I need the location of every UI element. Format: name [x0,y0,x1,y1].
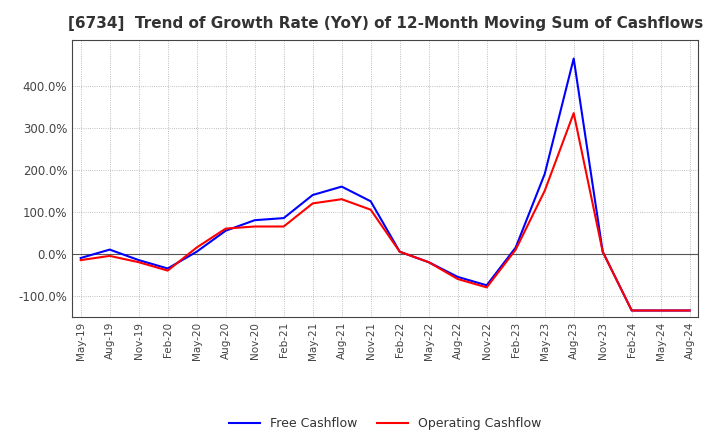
Free Cashflow [192,249,201,254]
Operating Cashflow [279,224,288,229]
Free Cashflow [338,184,346,189]
Free Cashflow [598,249,607,254]
Operating Cashflow [598,249,607,254]
Free Cashflow [657,308,665,313]
Operating Cashflow [163,268,172,273]
Free Cashflow [570,56,578,61]
Operating Cashflow [338,197,346,202]
Operating Cashflow [511,247,520,252]
Free Cashflow [105,247,114,252]
Free Cashflow [685,308,694,313]
Operating Cashflow [76,257,85,263]
Line: Operating Cashflow: Operating Cashflow [81,113,690,311]
Operating Cashflow [482,285,491,290]
Operating Cashflow [105,253,114,259]
Legend: Free Cashflow, Operating Cashflow: Free Cashflow, Operating Cashflow [224,412,546,435]
Operating Cashflow [192,245,201,250]
Free Cashflow [395,249,404,254]
Free Cashflow [308,192,317,198]
Free Cashflow [511,245,520,250]
Free Cashflow [135,257,143,263]
Operating Cashflow [685,308,694,313]
Operating Cashflow [366,207,375,213]
Title: [6734]  Trend of Growth Rate (YoY) of 12-Month Moving Sum of Cashflows: [6734] Trend of Growth Rate (YoY) of 12-… [68,16,703,32]
Free Cashflow [482,282,491,288]
Free Cashflow [76,255,85,260]
Free Cashflow [424,260,433,265]
Operating Cashflow [251,224,259,229]
Operating Cashflow [570,110,578,116]
Operating Cashflow [541,188,549,194]
Line: Free Cashflow: Free Cashflow [81,59,690,311]
Operating Cashflow [424,260,433,265]
Free Cashflow [454,274,462,279]
Free Cashflow [221,228,230,233]
Free Cashflow [627,308,636,313]
Free Cashflow [251,217,259,223]
Operating Cashflow [221,226,230,231]
Operating Cashflow [657,308,665,313]
Operating Cashflow [627,308,636,313]
Free Cashflow [279,216,288,221]
Free Cashflow [541,171,549,176]
Operating Cashflow [135,260,143,265]
Operating Cashflow [454,276,462,282]
Operating Cashflow [308,201,317,206]
Free Cashflow [366,198,375,204]
Free Cashflow [163,266,172,271]
Operating Cashflow [395,249,404,254]
